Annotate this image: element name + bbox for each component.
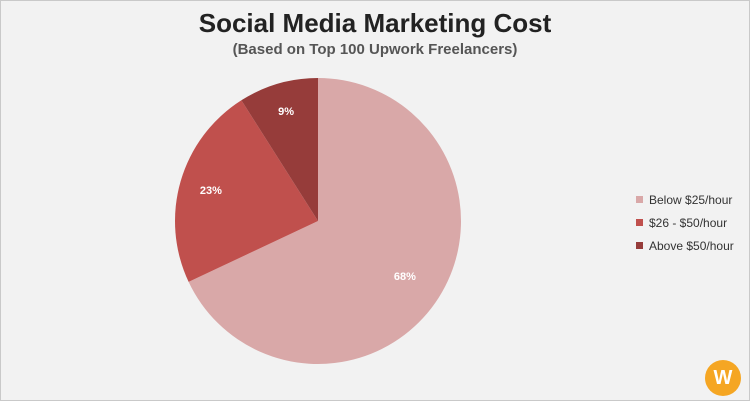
legend-label: $26 - $50/hour — [649, 215, 728, 230]
legend-item: Above $50/hour — [636, 234, 734, 257]
chart-title: Social Media Marketing Cost — [198, 8, 552, 38]
legend-item: Below $25/hour — [636, 188, 734, 211]
upwork-logo-icon: W — [705, 360, 741, 396]
pie-slice — [188, 78, 461, 364]
legend-swatch — [636, 196, 643, 203]
pie-slice — [241, 78, 318, 221]
chart-subtitle: (Based on Top 100 Upwork Freelancers) — [232, 41, 518, 58]
legend: Below $25/hour $26 - $50/hour Above $50/… — [636, 188, 734, 257]
pie-data-label: 9% — [278, 106, 294, 118]
legend-swatch — [636, 242, 643, 249]
pie-data-label: 68% — [394, 271, 416, 283]
legend-swatch — [636, 219, 643, 226]
legend-item: $26 - $50/hour — [636, 211, 734, 234]
legend-label: Above $50/hour — [649, 238, 734, 253]
legend-label: Below $25/hour — [649, 192, 733, 207]
pie-data-label: 23% — [200, 185, 222, 197]
pie-slice — [174, 100, 318, 282]
